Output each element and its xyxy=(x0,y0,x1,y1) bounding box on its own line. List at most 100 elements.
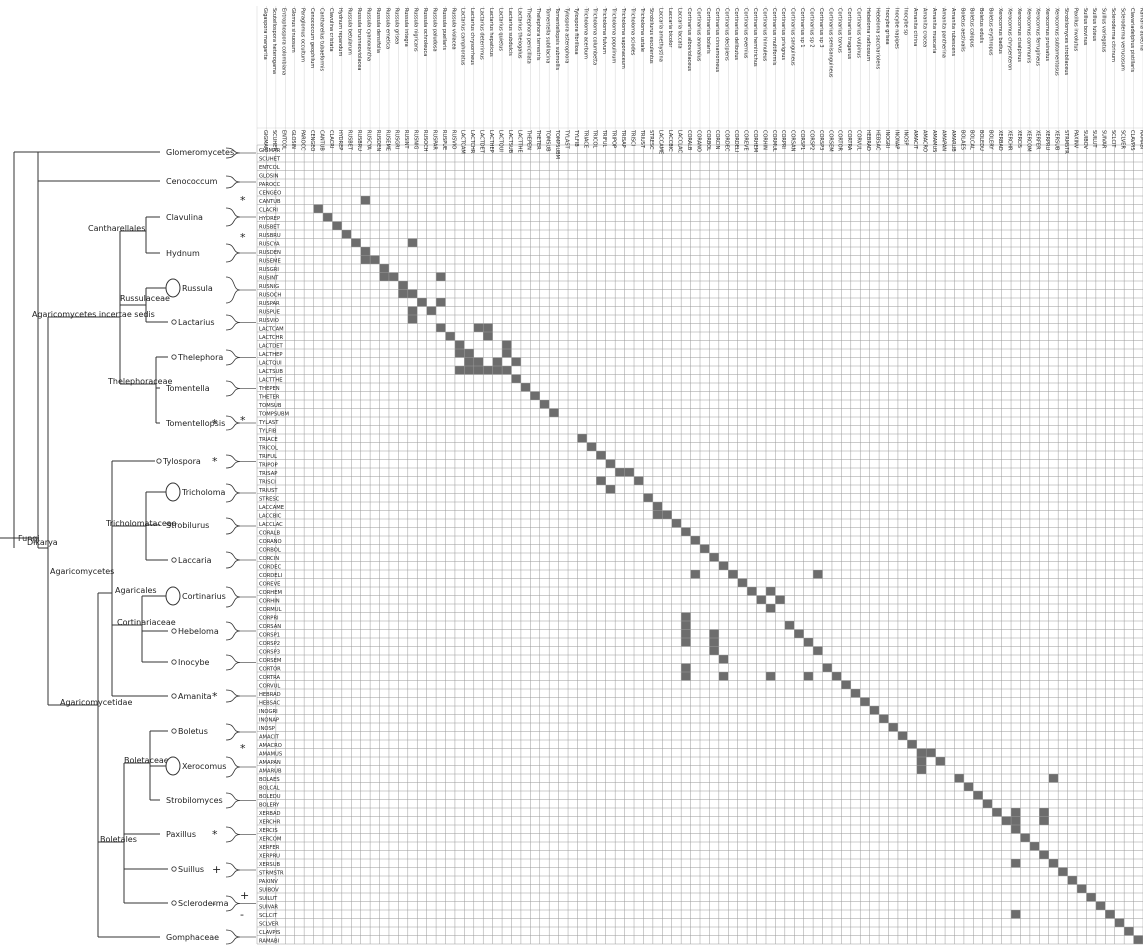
leaf-label: Paxillus xyxy=(166,830,196,839)
matrix-cell-filled xyxy=(596,451,606,460)
matrix-cell-filled xyxy=(982,799,993,808)
matrix-cell-filled xyxy=(596,476,606,485)
column-code-label: SUILUT xyxy=(1091,130,1097,149)
matrix-cell-filled xyxy=(765,604,776,613)
column-code-label: TRIUST xyxy=(639,129,645,149)
side-marker: * xyxy=(240,414,246,427)
clade-label-boletales: Boletales xyxy=(100,835,137,844)
row-group-bracket xyxy=(225,689,241,703)
column-code-label: RUSEME xyxy=(384,130,390,151)
column-code-label: TRIPOP xyxy=(611,129,617,148)
column-code-label: SCLCIT xyxy=(1110,130,1116,148)
row-group-bracket xyxy=(225,621,241,641)
matrix-cell-filled xyxy=(502,340,512,349)
column-code-label: BOLERY xyxy=(988,130,994,150)
column-code-label: INOSP xyxy=(903,130,909,145)
row-label: BOLAES xyxy=(259,777,280,783)
column-species-label: Cortinarius bolaris xyxy=(705,8,711,54)
column-code-label: LACTDET xyxy=(479,130,485,154)
column-species-label: Cortinarius torvus xyxy=(837,8,843,53)
row-label: TRIFUL xyxy=(258,454,277,460)
matrix-cell-filled xyxy=(624,468,635,477)
matrix-cell-filled xyxy=(1039,808,1049,817)
row-label: AMACIT xyxy=(259,734,280,740)
column-species-label: Xerocomus cisalpinus xyxy=(1016,8,1022,62)
leaf-marker: * xyxy=(212,828,218,841)
column-code-label: CORHIN xyxy=(761,130,767,150)
column-species-label: Cortinarius hinnuleus xyxy=(761,8,767,62)
column-code-label: XERCIS xyxy=(1016,130,1022,148)
column-code-label: CORDEC xyxy=(724,130,730,152)
column-species-label: Clavariadelphus pistillaris xyxy=(1129,8,1135,73)
matrix-cell-filled xyxy=(681,527,691,536)
matrix-cell-filled xyxy=(492,366,503,375)
matrix-cell-filled xyxy=(398,289,408,298)
column-code-label: CORVUL xyxy=(856,130,862,151)
column-species-label: Russula cyanoxantha xyxy=(365,8,371,61)
leaf-label: Clavulina xyxy=(166,213,203,222)
column-species-label: Russula puellaris xyxy=(441,8,447,51)
column-species-label: Amanita citrina xyxy=(912,8,918,46)
column-species-label: Russula nigricans xyxy=(413,8,419,52)
row-label: RAMABI xyxy=(259,938,280,944)
cooccurrence-matrix: GIGMARSCUHETENTCOLGLOSINPAROCCCENGEOCANT… xyxy=(256,6,1143,944)
matrix-cell-filled xyxy=(379,264,389,273)
column-species-label: Cortinarius delibutus xyxy=(733,8,739,60)
column-species-label: Cortinarius sanguineus xyxy=(790,8,796,66)
row-label: XERCIS xyxy=(259,828,278,834)
column-code-label: RUSGRI xyxy=(394,130,400,149)
matrix-cell-filled xyxy=(511,374,521,383)
leaf-marker: * xyxy=(212,455,218,468)
matrix-cell-filled xyxy=(1067,876,1078,885)
column-code-label: RUSINT xyxy=(403,130,409,150)
column-species-label: Xerocomus badius xyxy=(997,8,1003,54)
matrix-cell-filled xyxy=(860,697,870,706)
leaf-node-circle xyxy=(171,866,177,872)
column-code-label: TYLFIB xyxy=(573,129,579,147)
row-label: THEPEN xyxy=(258,386,280,392)
row-group-bracket xyxy=(225,756,241,778)
column-code-label: XERSUB xyxy=(1054,130,1060,151)
column-species-label: Boletus aestivalis xyxy=(959,8,965,52)
row-label: RUSPAR xyxy=(259,301,280,307)
matrix-cell-filled xyxy=(747,587,757,596)
column-species-label: Gigaspora margarita xyxy=(262,8,268,60)
column-code-label: CANTUB xyxy=(318,130,324,151)
leaf-node-circle xyxy=(171,557,177,563)
column-code-label: INONAP xyxy=(893,130,899,149)
row-label: SCLCIT xyxy=(259,913,278,919)
column-code-label: TOMSUB xyxy=(545,129,551,152)
leaf-label: Boletus xyxy=(178,727,208,736)
row-group-bracket xyxy=(225,551,241,569)
row-label: CORSP1 xyxy=(259,632,280,638)
clade-label-boletaceae: Boletaceae xyxy=(124,756,169,765)
column-code-label: HEBRAD xyxy=(865,130,871,151)
row-label: LACTCHR xyxy=(259,335,283,341)
row-label: CORSAN xyxy=(259,624,281,630)
column-species-label: Tomentella sublilacina xyxy=(545,7,551,63)
leaf-label: Glomeromycetes xyxy=(166,148,234,157)
column-code-label: CORSP1 xyxy=(799,130,805,150)
row-label: SCLVER xyxy=(259,921,279,927)
matrix-cell-filled xyxy=(907,740,917,749)
column-code-label: CORSP3 xyxy=(818,130,824,150)
matrix-cell-filled xyxy=(709,646,719,655)
matrix-cell-filled xyxy=(351,238,361,247)
column-code-label: LACCLAC xyxy=(677,130,683,153)
row-label: TOMPSUBM xyxy=(258,411,289,417)
column-species-label: Lactarius hepaticus xyxy=(488,8,494,57)
column-species-label: Lactarius quietus xyxy=(497,8,503,51)
row-group-bracket xyxy=(225,243,241,263)
matrix-cell-filled xyxy=(784,621,795,630)
matrix-cell-filled xyxy=(313,204,323,213)
column-species-label: Amanita pantherina xyxy=(940,8,946,58)
column-code-label: RUSPAR xyxy=(431,130,437,150)
column-species-label: Strobilomyces strobilaceus xyxy=(1063,8,1069,76)
clade-label-incertae: Agaricomycetes incertae sedis xyxy=(32,310,155,319)
clade-size-ellipse xyxy=(165,756,181,776)
leaf-label: Tricholoma xyxy=(181,488,225,497)
column-species-label: Cortinarius semisanguineus xyxy=(827,8,833,78)
column-code-label: TOMPSUBM xyxy=(554,129,560,159)
column-species-label: Tylospora asterophora xyxy=(563,7,569,63)
matrix-cell-filled xyxy=(869,706,880,715)
